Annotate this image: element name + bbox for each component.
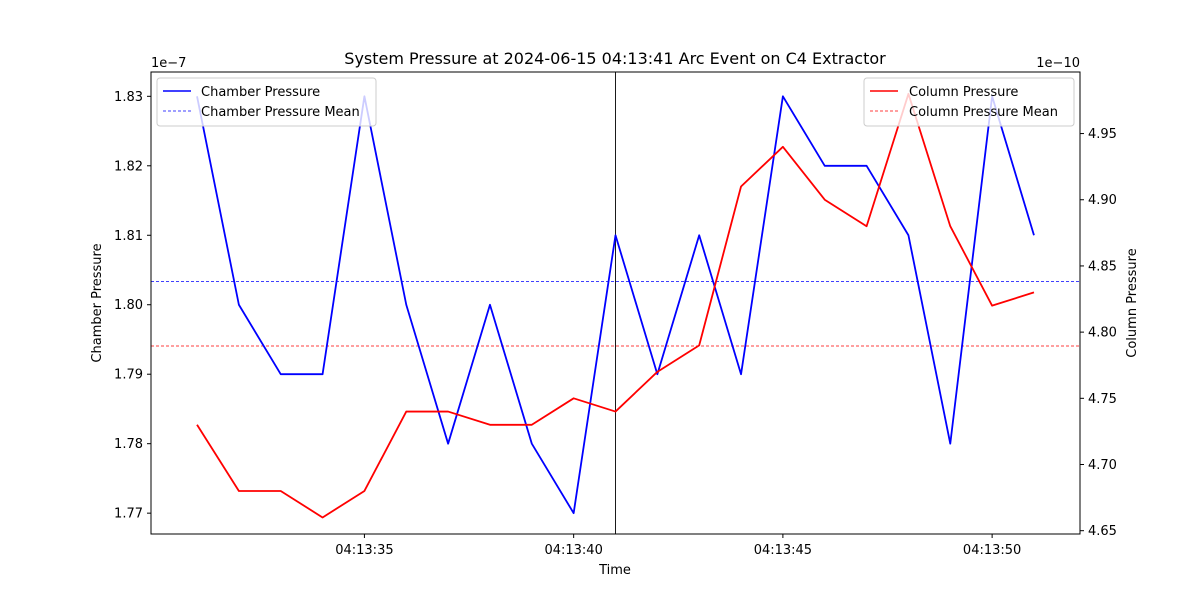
x-axis: 04:13:35 04:13:40 04:13:45 04:13:50 [335, 534, 1021, 558]
left-axis-tick-label: 1.82 [114, 159, 143, 174]
right-axis-tick-label: 4.65 [1088, 524, 1117, 539]
legend-column-mean-label: Column Pressure Mean [909, 105, 1058, 120]
chart-title: System Pressure at 2024-06-15 04:13:41 A… [344, 49, 886, 68]
legend-right: Column Pressure Column Pressure Mean [863, 77, 1075, 127]
legend-column-pressure-label: Column Pressure [909, 85, 1018, 100]
left-axis-tick-label: 1.83 [114, 90, 143, 105]
right-axis-tick-label: 4.70 [1088, 458, 1117, 473]
right-axis-tick-label: 4.90 [1088, 193, 1117, 208]
left-axis-tick-label: 1.81 [114, 229, 143, 244]
legend-chamber-pressure-label: Chamber Pressure [201, 85, 320, 100]
plot-area [151, 72, 1080, 534]
left-axis-tick-label: 1.77 [114, 507, 143, 522]
x-axis-tick-label: 04:13:40 [544, 543, 602, 558]
right-axis-tick-label: 4.80 [1088, 326, 1117, 341]
x-axis-tick-label: 04:13:45 [754, 543, 812, 558]
right-axis-tick-label: 4.85 [1088, 259, 1117, 274]
legend-left: Chamber Pressure Chamber Pressure Mean [156, 77, 377, 127]
plot-frame [150, 71, 1081, 535]
right-axis-tick-label: 4.95 [1088, 127, 1117, 142]
right-axis-tick-label: 4.75 [1088, 392, 1117, 407]
x-axis-tick-label: 04:13:35 [335, 543, 393, 558]
x-axis-label: Time [598, 563, 631, 578]
left-axis-tick-label: 1.78 [114, 437, 143, 452]
legend-left-box [156, 77, 377, 127]
legend-chamber-mean-label: Chamber Pressure Mean [201, 105, 360, 120]
legend-right-box [863, 77, 1075, 127]
right-axis: 4.65 4.70 4.75 4.80 4.85 4.90 4.95 [1080, 127, 1117, 539]
right-axis-label: Column Pressure [1125, 248, 1140, 357]
right-axis-exponent: 1e−10 [1036, 56, 1080, 71]
left-axis: 1.77 1.78 1.79 1.80 1.81 1.82 1.83 [114, 90, 151, 522]
left-axis-tick-label: 1.79 [114, 368, 143, 383]
chamber-pressure-series-line [196, 95, 1035, 515]
x-axis-tick-label: 04:13:50 [963, 543, 1021, 558]
left-axis-exponent: 1e−7 [151, 56, 186, 71]
left-axis-label: Chamber Pressure [90, 243, 105, 362]
left-axis-tick-label: 1.80 [114, 298, 143, 313]
column-pressure-series-line [196, 92, 1035, 519]
